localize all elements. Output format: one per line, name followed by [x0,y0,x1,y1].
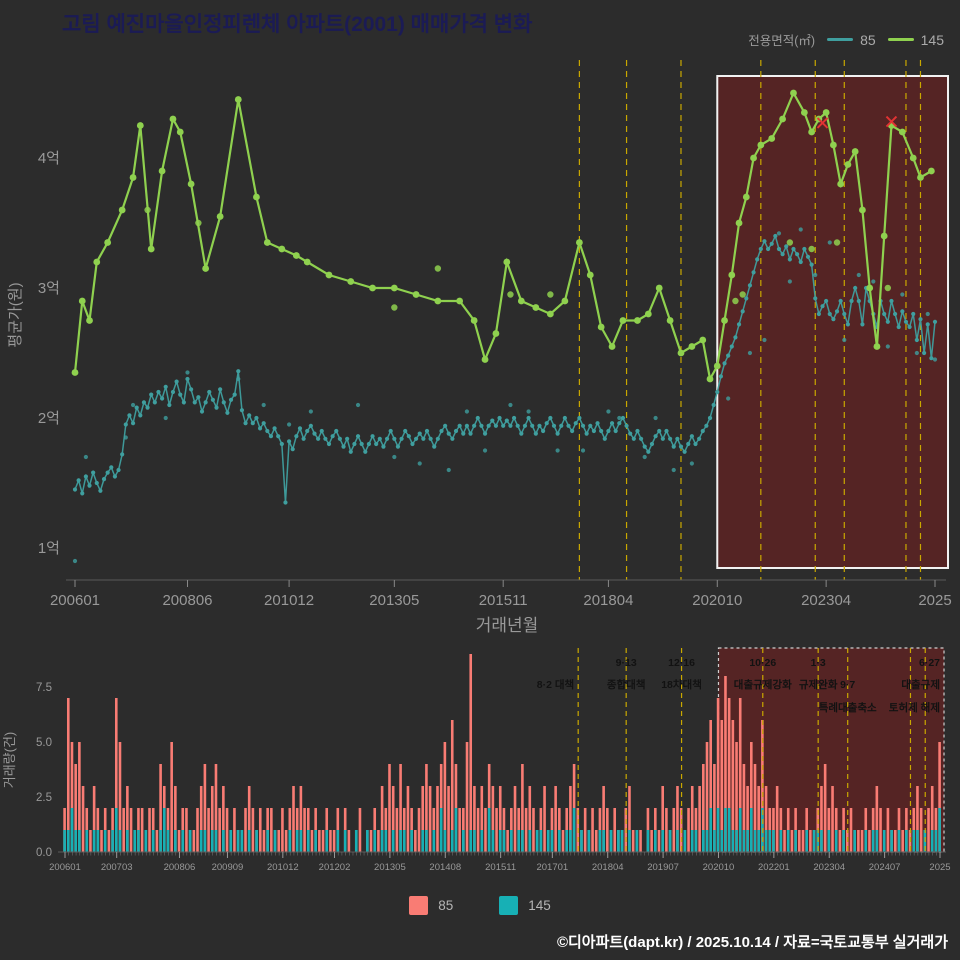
volume-legend-item-85: 85 [409,896,453,915]
svg-text:1·3: 1·3 [811,657,826,669]
event-lines-volume [577,648,926,852]
svg-text:201511: 201511 [479,592,528,609]
svg-text:2.5: 2.5 [36,792,52,804]
svg-text:202010: 202010 [703,862,735,873]
svg-text:9·13: 9·13 [616,657,637,669]
svg-text:201305: 201305 [369,592,419,609]
svg-text:201012: 201012 [264,592,314,609]
svg-text:200909: 200909 [212,862,244,873]
svg-text:201701: 201701 [536,862,568,873]
legend-item-145: 145 [887,31,944,48]
svg-text:종합대책: 종합대책 [607,678,646,691]
svg-text:2억: 2억 [38,410,60,427]
legend-label-85: 85 [860,31,876,48]
svg-text:10·26: 10·26 [749,657,776,669]
svg-text:7.5: 7.5 [36,682,52,694]
svg-text:201305: 201305 [374,862,406,873]
series-145 [71,89,935,383]
svg-text:18차대책: 18차대책 [661,678,702,691]
series-85 [72,227,938,564]
svg-text:202304: 202304 [813,862,845,873]
svg-text:대출규제강화: 대출규제강화 [734,678,792,691]
svg-text:0.0: 0.0 [36,847,52,859]
svg-text:201202: 201202 [319,862,351,873]
svg-text:3억: 3억 [38,280,60,297]
svg-text:8·2 대책: 8·2 대책 [537,678,574,691]
svg-text:4억: 4억 [38,150,60,167]
legend-swatch-85 [409,896,429,915]
area-legend: 전용면적(㎡) 85 145 [748,30,944,49]
svg-text:200601: 200601 [49,862,81,873]
event-lines [578,60,922,580]
page-title: 고림 예진마을인정피렌체 아파트(2001) 매매가격 변화 [62,13,533,36]
svg-text:1억: 1억 [38,540,60,557]
svg-text:201907: 201907 [647,862,679,873]
svg-text:대출규제: 대출규제 [901,678,940,691]
cancelled-markers [816,115,898,129]
policy-highlight-region [716,75,950,569]
svg-text:202304: 202304 [801,592,851,609]
svg-text:201511: 201511 [485,862,516,873]
svg-text:201804: 201804 [592,862,624,873]
price-line-chart: 200601 200806 201012 201305 201511 201804 2020… [7,60,952,635]
svg-text:평균가(원): 평균가(원) [7,282,24,347]
svg-text:6·27: 6·27 [919,657,940,669]
legend-label-145: 145 [920,31,944,48]
svg-text:200806: 200806 [162,592,212,609]
svg-text:5.0: 5.0 [36,737,52,749]
legend-swatch-145 [499,896,519,915]
svg-text:거래량(건): 거래량(건) [2,732,17,789]
svg-text:201012: 201012 [267,862,299,873]
svg-text:201804: 201804 [583,592,633,609]
price-axes: 200601 200806 201012 201305 201511 201804 2020… [7,150,952,635]
svg-text:200703: 200703 [101,862,133,873]
volume-legend-label-145: 145 [528,898,551,913]
legend-item-85: 85 [827,32,876,48]
svg-text:202407: 202407 [869,862,901,873]
svg-text:200806: 200806 [164,862,196,873]
svg-text:규제완화: 규제완화 [799,678,838,691]
svg-text:9·7: 9·7 [840,679,855,691]
svg-text:201408: 201408 [429,862,461,873]
volume-legend: 85 145 [0,896,960,915]
svg-text:200601: 200601 [50,592,100,609]
event-labels: 8·2 대책 9·13 종합대책 12·16 18차대책 10·26 대출규제강화 1·3 규제… [537,657,940,714]
legend-line-145 [887,38,914,41]
svg-text:2025: 2025 [918,592,951,609]
volume-bar-chart: 8·2 대책 9·13 종합대책 12·16 18차대책 10·26 대출규제강화 1·3 규제… [2,647,951,873]
volume-legend-item-145: 145 [499,896,551,915]
svg-text:202201: 202201 [758,862,790,873]
volume-legend-label-85: 85 [438,898,454,913]
svg-text:특례대출축소: 특례대출축소 [819,701,877,714]
svg-text:거래년월: 거래년월 [476,616,539,635]
svg-text:202010: 202010 [692,592,742,609]
source-credit: ©디아파트(dapt.kr) / 2025.10.14 / 자료=국토교통부 실… [556,934,948,951]
svg-text:토허제 해제: 토허제 해제 [889,701,940,714]
legend-line-85 [827,38,854,41]
volume-axes: 200601 200703 200806 200909 201012 201202 2013… [2,682,951,873]
svg-text:2025: 2025 [929,862,950,873]
svg-text:12·16: 12·16 [668,657,695,669]
area-legend-label: 전용면적(㎡) [748,34,816,48]
bars-145 [63,808,941,852]
